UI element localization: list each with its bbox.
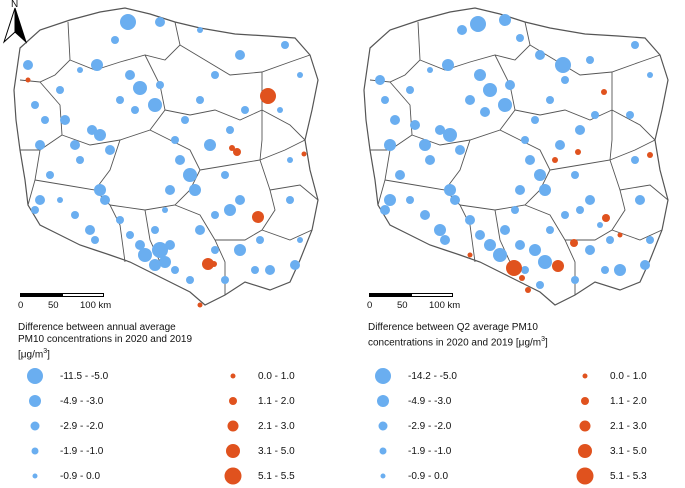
legend-item-decrease: -2.9 - -2.0 <box>22 416 103 436</box>
scale-label-100: 100 km <box>80 300 112 311</box>
legend-item-increase: 1.1 - 2.0 <box>572 391 647 411</box>
legend-item-increase: 0.0 - 1.0 <box>572 366 647 386</box>
legend-title-annual: Difference between annual average PM10 c… <box>18 322 193 361</box>
legend-item-increase: 1.1 - 2.0 <box>220 391 295 411</box>
legend-item-decrease: -1.9 - -1.0 <box>22 441 103 461</box>
legend-item-decrease: -4.9 - -3.0 <box>22 391 103 411</box>
scale-bar-left: 0 50 100 km <box>18 293 130 323</box>
legend-item-decrease: -4.9 - -3.0 <box>370 391 451 411</box>
legend-item-increase: 3.1 - 5.0 <box>572 441 647 461</box>
legend-item-decrease: -14.2 - -5.0 <box>370 366 457 386</box>
scale-bar-right: 0 50 100 km <box>367 293 479 323</box>
map-annual <box>13 7 319 308</box>
north-label: N <box>11 0 19 10</box>
scale-label-0: 0 <box>18 300 24 311</box>
north-arrow: N <box>2 0 28 46</box>
scale-label-50: 50 <box>397 300 408 311</box>
legend-item-decrease: -1.9 - -1.0 <box>370 441 451 461</box>
legend-item-increase: 0.0 - 1.0 <box>220 366 295 386</box>
legend-item-increase: 5.1 - 5.3 <box>572 466 647 486</box>
legend-item-increase: 5.1 - 5.5 <box>220 466 295 486</box>
legend-item-increase: 3.1 - 5.0 <box>220 441 295 461</box>
legend-title-q2: Difference between Q2 average PM10 conce… <box>368 322 548 349</box>
legend-item-increase: 2.1 - 3.0 <box>572 416 647 436</box>
map-q2 <box>363 7 669 306</box>
scale-label-0: 0 <box>367 300 373 311</box>
legend-item-decrease: -11.5 - -5.0 <box>22 366 108 386</box>
legend-item-decrease: -2.9 - -2.0 <box>370 416 451 436</box>
legend-item-decrease: -0.9 - 0.0 <box>22 466 100 486</box>
legend-item-increase: 2.1 - 3.0 <box>220 416 295 436</box>
north-arrow-icon <box>2 7 28 44</box>
scale-label-50: 50 <box>48 300 59 311</box>
scale-label-100: 100 km <box>429 300 461 311</box>
legend-item-decrease: -0.9 - 0.0 <box>370 466 448 486</box>
